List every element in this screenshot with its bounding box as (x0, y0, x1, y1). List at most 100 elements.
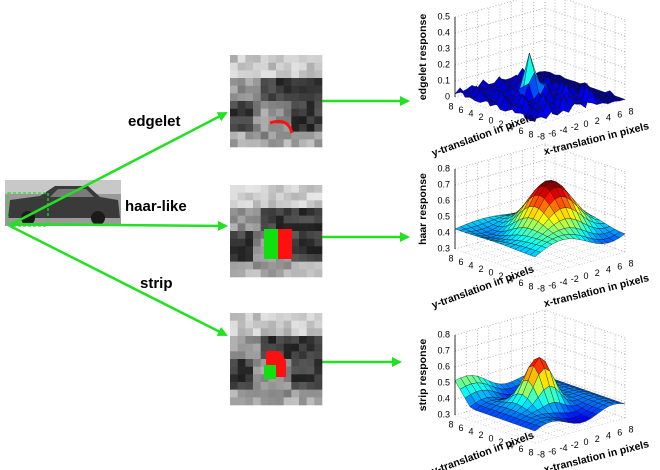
patch-pixel (260, 359, 269, 367)
x-tick-label: -2 (571, 274, 579, 284)
patch-pixel (230, 108, 238, 117)
patch-pixel (283, 200, 292, 209)
patch-pixel (299, 328, 307, 337)
patch-pixel (230, 238, 238, 247)
patch-pixel (276, 320, 284, 329)
patch-pixel (299, 215, 307, 224)
patch-pixel (299, 254, 307, 262)
patch-pixel (306, 382, 315, 390)
patch-pixel (230, 215, 238, 224)
patch-pixel (253, 269, 261, 278)
patch-pixel (253, 359, 261, 367)
x-tick-label: 8 (628, 258, 633, 268)
patch-pixel (245, 116, 254, 125)
patch-pixel (245, 55, 254, 63)
y-tick-label: 6 (518, 444, 523, 454)
patch-pixel (314, 192, 323, 201)
patch-pixel (276, 85, 284, 94)
branch-label: strip (140, 275, 173, 292)
patch-pixel (291, 116, 300, 125)
patch-pixel (230, 93, 238, 102)
patch-pixel (253, 200, 261, 209)
x-tick-label: -6 (548, 446, 556, 456)
x-tick-label: 0 (583, 271, 588, 281)
patch-pixel (291, 208, 300, 216)
patch-pixel (306, 238, 315, 247)
patch-pixel (306, 70, 315, 79)
patch-pixel (306, 328, 315, 337)
grid-line (524, 248, 616, 274)
patch-pixel (314, 116, 323, 125)
patch-pixel (314, 231, 323, 239)
patch-pixel (253, 254, 261, 262)
grid-line (474, 396, 566, 423)
patch-pixel (230, 131, 238, 140)
z-tick-label: 0.7 (437, 345, 450, 355)
patch-pixel (260, 397, 269, 406)
y-tick-label: 2 (498, 437, 503, 447)
y-tick-label: 2 (478, 112, 483, 122)
patch-pixel (245, 246, 254, 255)
strip-green (264, 365, 276, 379)
patch-pixel (276, 397, 284, 406)
y-tick-label: 0 (488, 433, 493, 443)
grid-line (534, 99, 626, 126)
patch-pixel (291, 93, 300, 102)
patch-pixel (245, 261, 254, 270)
patch-pixel (230, 85, 238, 94)
grid-line (533, 226, 614, 256)
patch-pixel (306, 374, 315, 383)
patch-pixel (276, 200, 284, 209)
patch-pixel (314, 223, 323, 232)
patch-pixel (306, 85, 315, 94)
patch-pixel (260, 192, 269, 201)
patch-pixel (276, 93, 284, 102)
patch-pixel (306, 351, 315, 360)
patch-pixel (283, 215, 292, 224)
patch-pixel (245, 108, 254, 117)
patch-pixel (237, 254, 246, 262)
patch-pixel (230, 139, 238, 148)
patch-pixel (268, 108, 277, 117)
y-tick-label: 4 (508, 122, 513, 132)
patch-pixel (276, 389, 284, 398)
patch-pixel (306, 93, 315, 102)
patch-pixel (291, 320, 300, 329)
patch-pixel (291, 131, 300, 140)
z-tick-label: 0.1 (437, 75, 450, 85)
patch-pixel (306, 231, 315, 239)
patch-pixel (283, 116, 292, 125)
patch-pixel (283, 78, 292, 86)
patch-pixel (306, 62, 315, 71)
patch-pixel (314, 336, 323, 344)
x-tick-label: 2 (595, 268, 600, 278)
grid-line (464, 393, 556, 419)
z-tick-label: 0.6 (437, 361, 450, 371)
patch-pixel (268, 382, 277, 390)
patch-pixel (245, 223, 254, 232)
patch-pixel (276, 343, 284, 352)
patch-pixel (260, 215, 269, 224)
patch-pixel (299, 108, 307, 117)
patch-pixel (306, 185, 315, 193)
patch-pixel (260, 55, 269, 63)
patch-pixel (283, 320, 292, 329)
grid-line (454, 357, 626, 387)
patch-pixel (237, 351, 246, 360)
patch-pixel (245, 320, 254, 329)
patch-pixel (268, 85, 277, 94)
grid-line (504, 407, 596, 433)
z-tick-label: 0.5 (437, 11, 450, 21)
patch-pixel (268, 343, 277, 352)
patch-pixel (299, 343, 307, 352)
patch-pixel (268, 320, 277, 329)
patch-pixel (253, 397, 261, 406)
patch-pixel (314, 246, 323, 255)
patch-pixel (283, 208, 292, 216)
patch-pixel (283, 101, 292, 109)
patch-pixel (245, 351, 254, 360)
grid-line (524, 414, 616, 440)
patch-pixel (230, 351, 238, 360)
